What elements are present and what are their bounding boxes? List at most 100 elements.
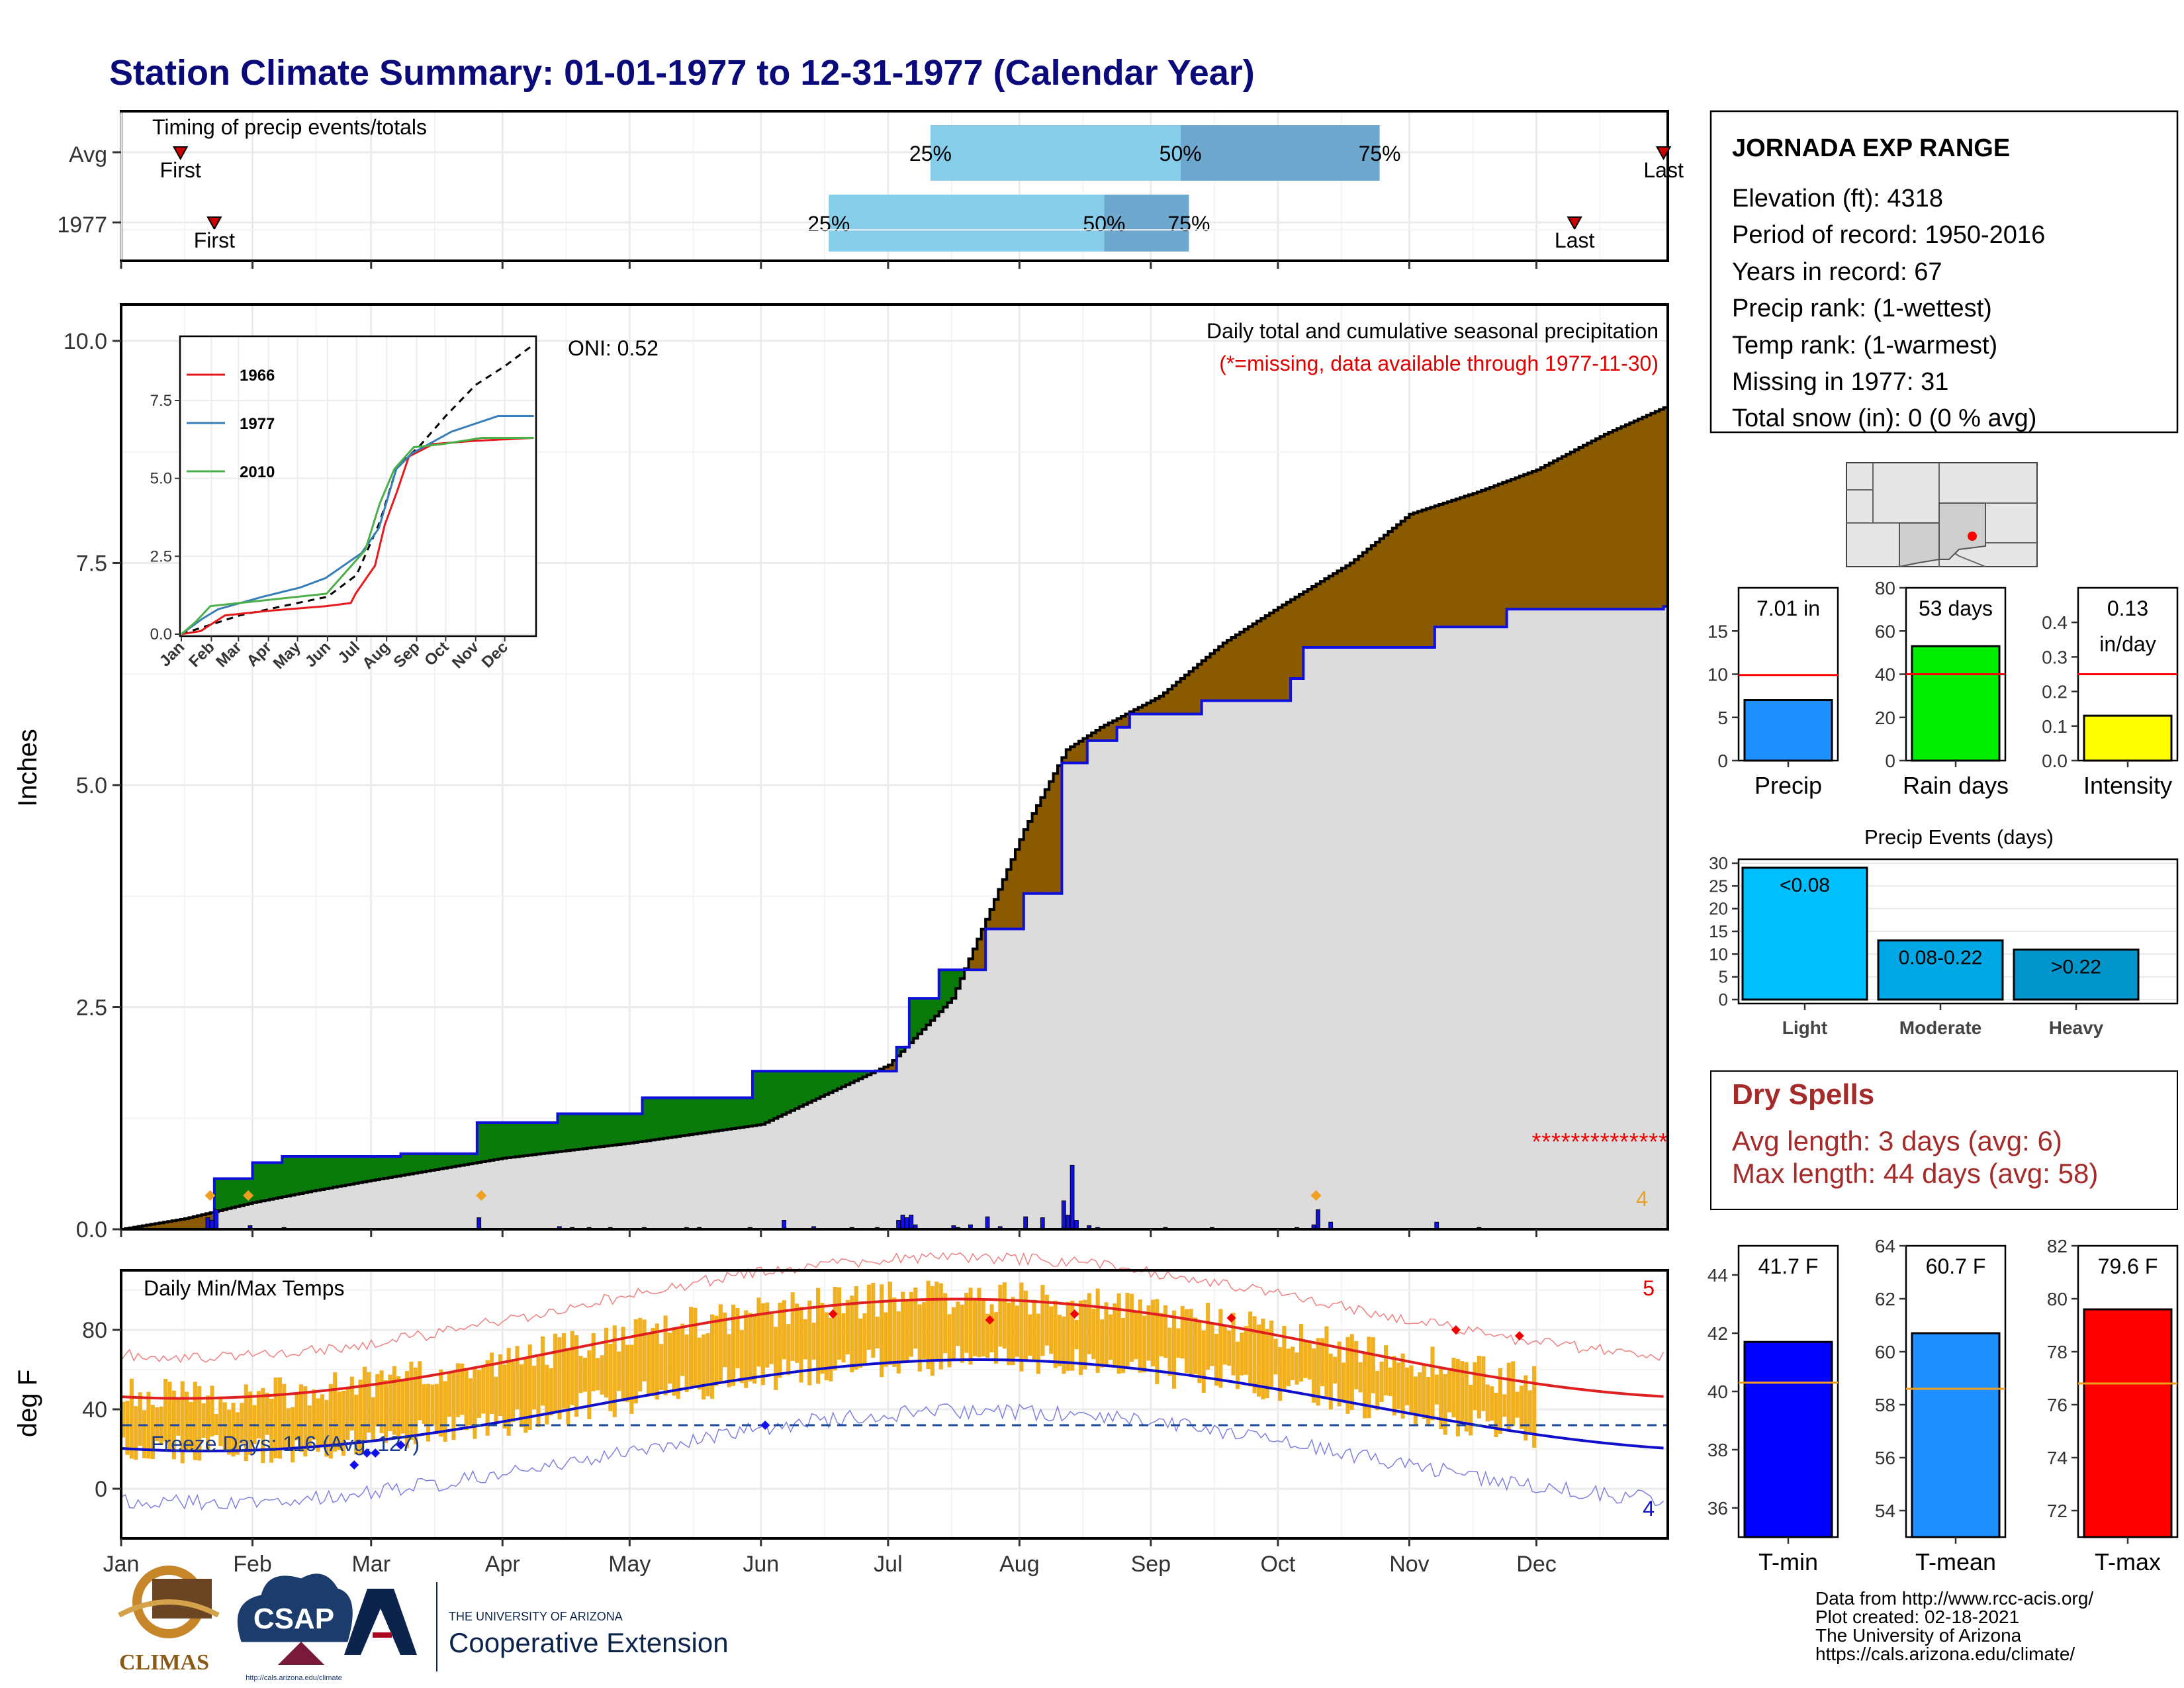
precip-surplus-area (252, 1162, 257, 1203)
month-label: May (608, 1552, 651, 1577)
tmean-summary-chart: 54 56 58 60 62 64 60.7 F T-mean (1875, 1236, 2007, 1575)
precip-deficit-area (1036, 805, 1041, 894)
precip-deficit-area (1197, 664, 1203, 714)
precip-surplus-area (723, 1098, 728, 1130)
precip-deficit-area (1121, 716, 1126, 727)
precip-deficit-area (1621, 426, 1626, 610)
precip-surplus-area (291, 1156, 296, 1196)
precip-surplus-area (744, 1098, 749, 1127)
precip-surplus-area (845, 1071, 850, 1085)
daily-temp-bar (739, 1330, 744, 1383)
daily-temp-bar (608, 1343, 613, 1411)
daily-temp-bar (875, 1317, 880, 1348)
avg-fill-area (1159, 714, 1164, 1229)
precip-ytick-label: 0.0 (76, 1217, 107, 1243)
daily-temp-bar (1171, 1310, 1176, 1389)
summary-ytick-label: 10 (1707, 665, 1728, 685)
daily-temp-bar (1337, 1341, 1342, 1407)
avg-fill-area (1553, 609, 1559, 1229)
summary-value-label: 41.7 F (1758, 1254, 1819, 1278)
avg-fill-area (1176, 714, 1181, 1229)
daily-temp-bar (1413, 1376, 1418, 1425)
summary-ytick-label: 0.3 (2042, 647, 2068, 667)
avg-fill-area (549, 1152, 554, 1229)
precip-surplus-area (515, 1122, 520, 1157)
record-low-marker (396, 1440, 406, 1450)
daily-temp-bar (960, 1304, 964, 1363)
month-label: Sep (1131, 1552, 1171, 1577)
temp-ytick-label: 80 (82, 1318, 107, 1343)
avg-fill-area (850, 1082, 855, 1229)
avg-fill-area (396, 1176, 402, 1229)
station-name: JORNADA EXP RANGE (1732, 134, 2010, 162)
precip-deficit-area (1566, 454, 1571, 610)
precip-deficit-area (1032, 813, 1037, 894)
avg-fill-area (947, 1002, 952, 1229)
avg-fill-area (1248, 700, 1253, 1229)
avg-fill-area (1591, 609, 1596, 1229)
avg-fill-area (1367, 647, 1372, 1229)
daily-temp-bar (189, 1401, 193, 1452)
precip-surplus-area (481, 1122, 486, 1162)
precip-deficit-area (1324, 579, 1330, 647)
avg-fill-area (1087, 740, 1092, 1229)
daily-temp-bar (231, 1403, 236, 1457)
precip-surplus-area (333, 1156, 338, 1188)
daily-temp-bar (659, 1344, 664, 1390)
daily-temp-bar (587, 1350, 592, 1420)
avg-fill-area (1227, 700, 1232, 1229)
avg-fill-area (443, 1168, 448, 1229)
avg-fill-area (591, 1147, 596, 1229)
avg-fill-area (998, 929, 1003, 1229)
ua-logo: THE UNIVERSITY OF ARIZONA Cooperative Ex… (344, 1582, 729, 1671)
precip-deficit-area (1155, 698, 1160, 714)
precip-deficit-area (1269, 612, 1275, 701)
avg-fill-area (473, 1163, 478, 1229)
precip-deficit-area (138, 1226, 143, 1229)
daily-temp-bar (1265, 1329, 1269, 1399)
precip-surplus-area (824, 1071, 829, 1095)
summary-ytick-label: 36 (1707, 1498, 1728, 1519)
precip-deficit-area (1248, 626, 1253, 701)
precip-deficit-area (985, 919, 991, 929)
daily-temp-bar (333, 1372, 338, 1452)
avg-fill-area (1430, 647, 1435, 1229)
avg-fill-area (1108, 740, 1113, 1229)
avg-fill-area (1171, 714, 1177, 1229)
avg-fill-area (887, 1071, 893, 1229)
avg-fill-area (545, 1153, 550, 1229)
quartile-label-25: 25% (909, 142, 952, 165)
precip-surplus-area (324, 1156, 330, 1189)
avg-fill-area (1028, 893, 1033, 1229)
daily-temp-bar (913, 1287, 918, 1349)
avg-fill-area (587, 1148, 592, 1229)
daily-temp-bar (1058, 1315, 1062, 1367)
daily-temp-bar (1494, 1392, 1498, 1437)
daily-temp-bar (947, 1314, 952, 1368)
daily-temp-bar (1104, 1302, 1109, 1366)
precip-surplus-area (379, 1156, 385, 1180)
precip-deficit-area (1388, 532, 1393, 647)
avg-fill-area (1578, 609, 1584, 1229)
avg-fill-area (727, 1129, 732, 1229)
daily-temp-bar (167, 1382, 172, 1450)
missing-data-marker: * (1639, 1128, 1648, 1155)
credits: Data from http://www.rcc-acis.org/ Plot … (1815, 1588, 2093, 1664)
precip-deficit-area (1642, 417, 1647, 610)
daily-temp-bar (858, 1318, 863, 1368)
daily-temp-bar (1028, 1314, 1032, 1356)
avg-fill-area (1612, 609, 1617, 1229)
station-line-2: Years in record: 67 (1732, 258, 1942, 286)
avg-fill-area (905, 1047, 910, 1229)
daily-temp-bar (566, 1348, 570, 1425)
daily-temp-bar (621, 1327, 625, 1402)
precip-deficit-area (1167, 689, 1173, 714)
avg-fill-area (625, 1143, 630, 1229)
daily-precip-bar (909, 1215, 914, 1230)
avg-fill-area (511, 1157, 516, 1229)
daily-temp-bar (727, 1334, 731, 1387)
avg-fill-area (1049, 893, 1054, 1229)
precip-deficit-area (1320, 581, 1325, 647)
avg-fill-area (578, 1149, 584, 1229)
daily-temp-bar (663, 1315, 668, 1395)
